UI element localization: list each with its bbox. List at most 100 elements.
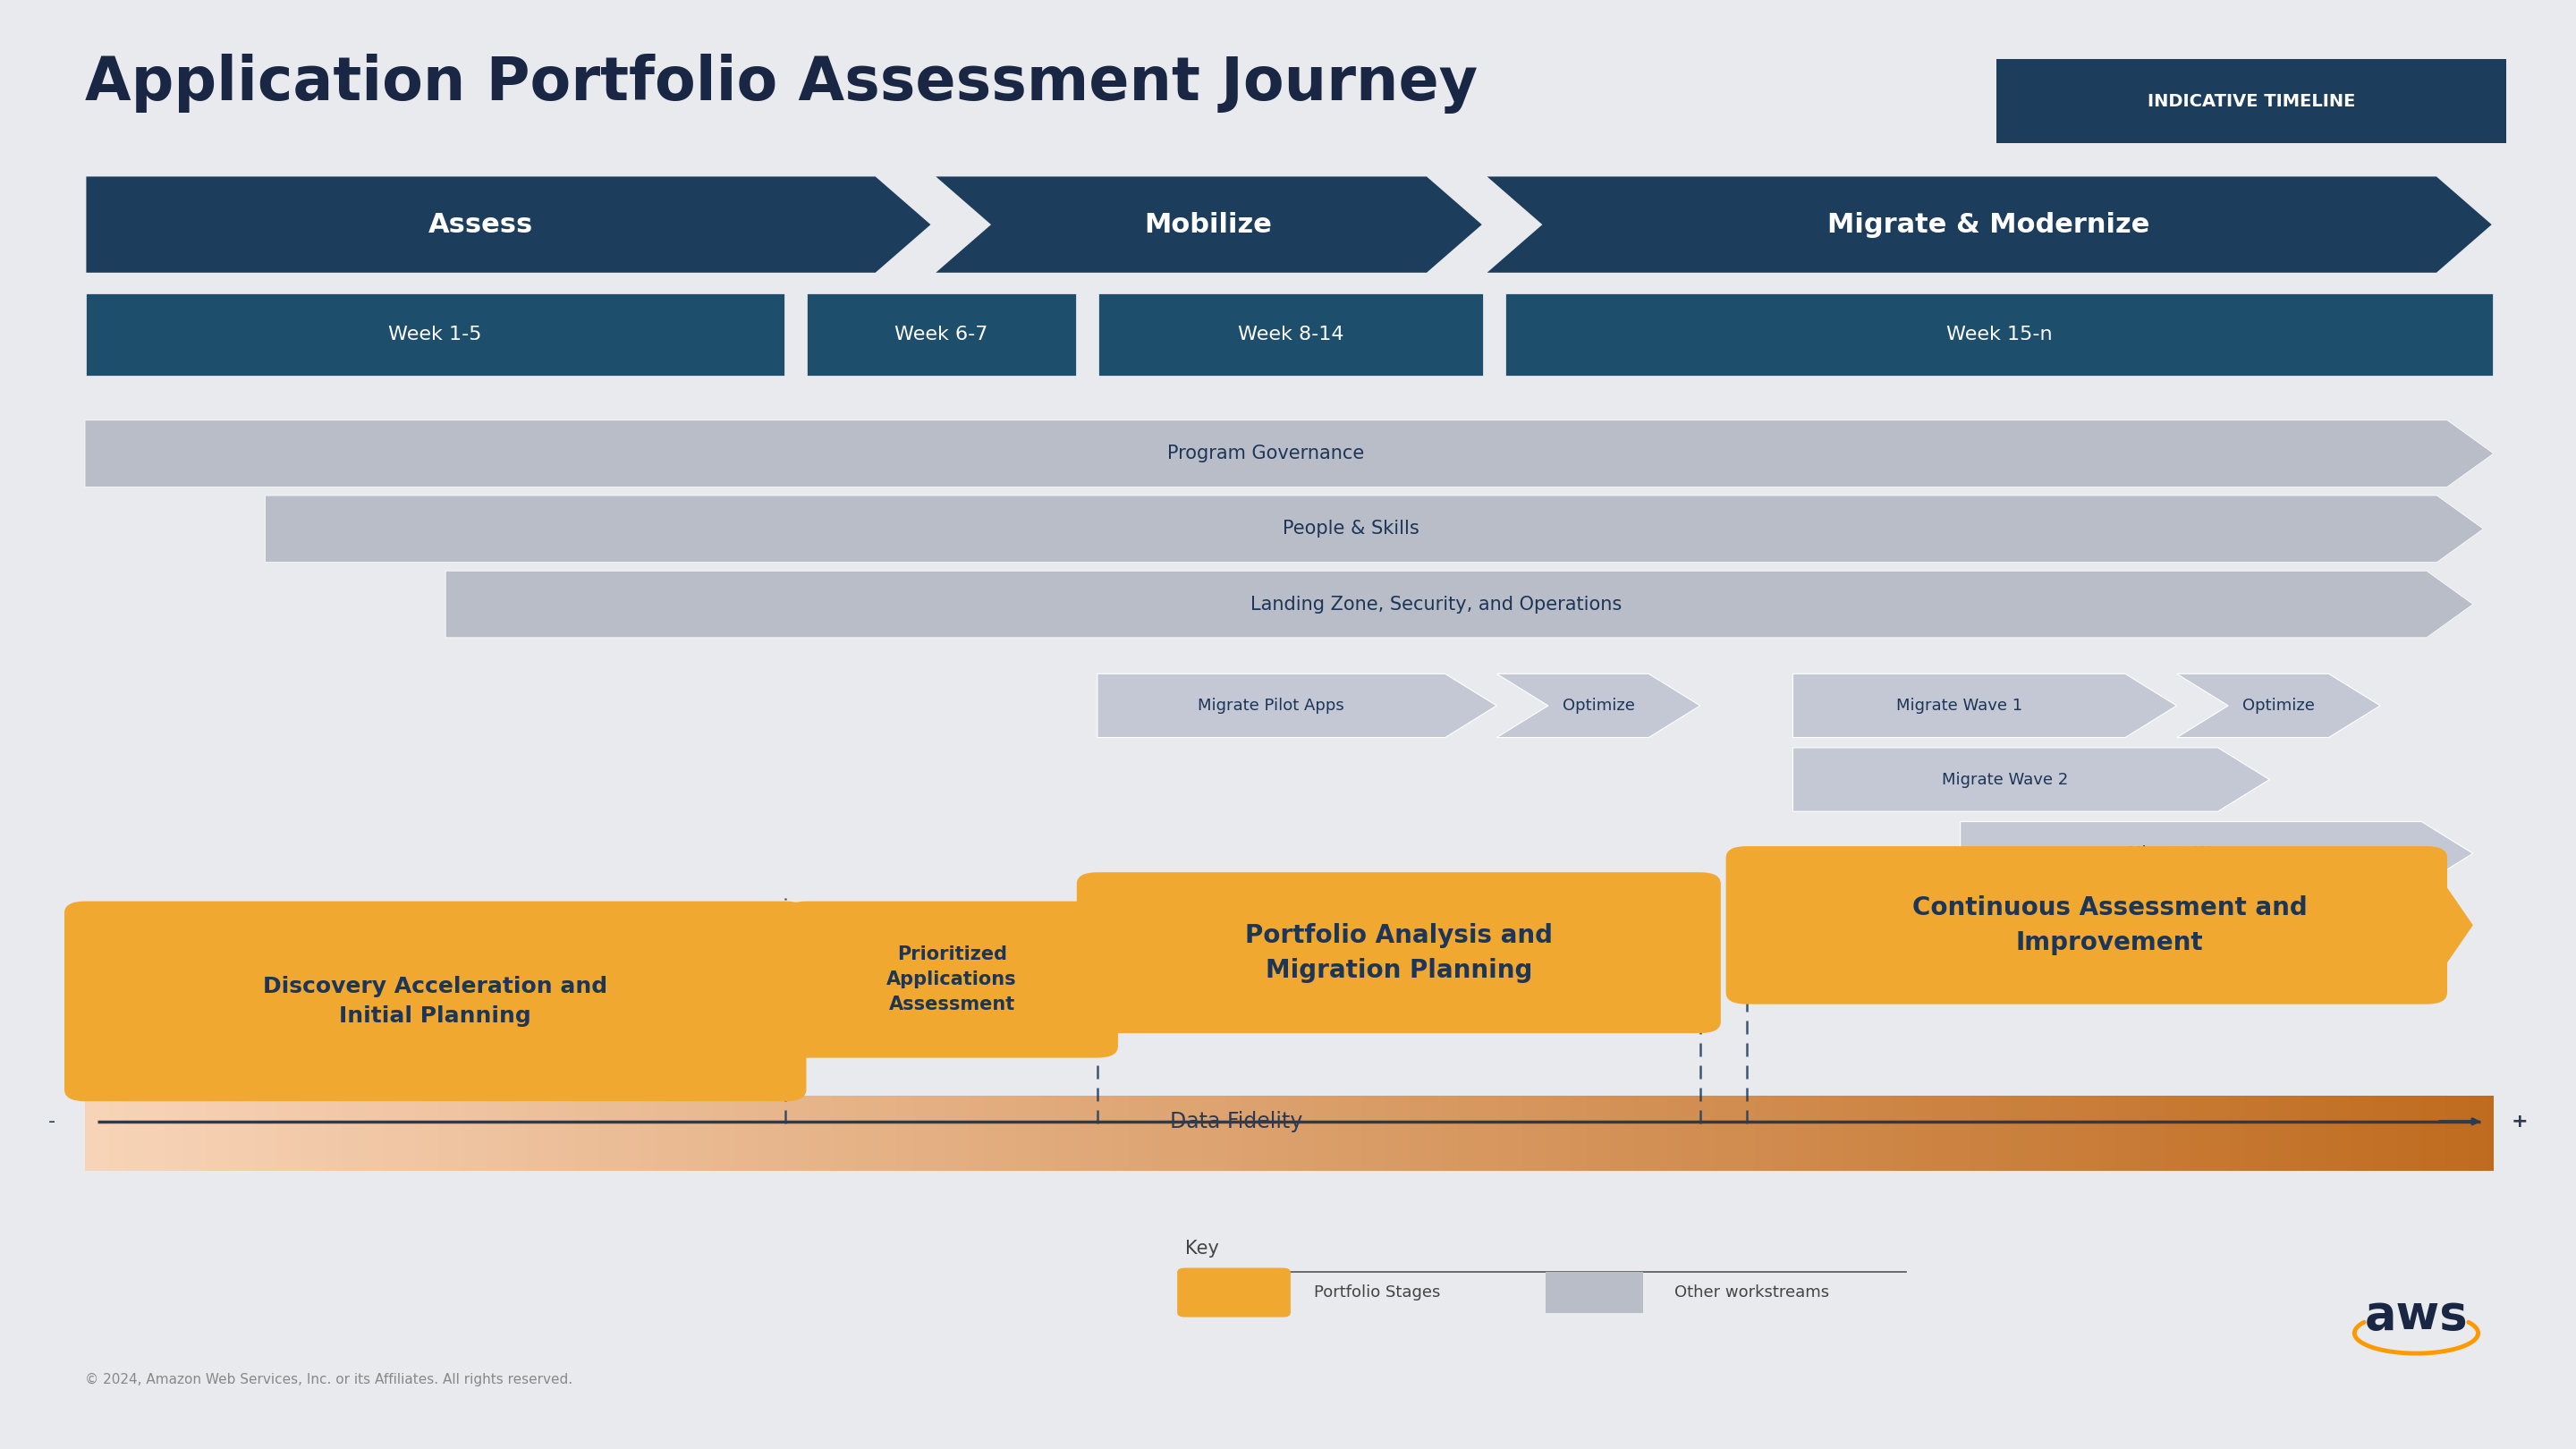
Bar [343,1095,350,1171]
Bar [1561,1095,1571,1171]
Bar [1345,1095,1352,1171]
Bar [1314,1095,1321,1171]
Bar [1971,1095,1981,1171]
Bar [479,1095,487,1171]
Bar [536,1095,544,1171]
Text: Application Portfolio Assessment Journey: Application Portfolio Assessment Journey [85,54,1479,114]
Polygon shape [85,420,2494,487]
Bar [1723,1095,1731,1171]
Bar [1401,1095,1409,1171]
Bar [2452,1095,2463,1171]
Bar [791,1095,799,1171]
Bar [2020,1095,2027,1171]
Bar [654,1095,662,1171]
Text: Prioritized
Applications
Assessment: Prioritized Applications Assessment [886,946,1018,1013]
Bar [1041,1095,1048,1171]
Bar [2388,1095,2398,1171]
Bar [680,1095,688,1171]
Bar [2221,1095,2228,1171]
Bar [1136,1095,1144,1171]
Polygon shape [265,496,2483,562]
FancyBboxPatch shape [1996,59,2506,143]
Bar [1273,1095,1280,1171]
Bar [1852,1095,1860,1171]
Bar [1473,1095,1481,1171]
Bar [783,1095,791,1171]
Bar [1394,1095,1401,1171]
Bar [567,1095,574,1171]
Bar [1538,1095,1546,1171]
Bar [1177,1095,1185,1171]
Bar [2365,1095,2372,1171]
Text: aws: aws [2365,1293,2468,1339]
Text: © 2024, Amazon Web Services, Inc. or its Affiliates. All rights reserved.: © 2024, Amazon Web Services, Inc. or its… [85,1372,572,1387]
Bar [446,1095,453,1171]
Bar [2380,1095,2388,1171]
Bar [2429,1095,2437,1171]
Text: INDICATIVE TIMELINE: INDICATIVE TIMELINE [2148,93,2354,110]
Bar [294,1095,301,1171]
Bar [415,1095,422,1171]
Bar [559,1095,567,1171]
Bar [2148,1095,2156,1171]
FancyBboxPatch shape [64,901,806,1101]
Bar [2027,1095,2035,1171]
Bar [976,1095,984,1171]
Bar [1337,1095,1345,1171]
Bar [1048,1095,1056,1171]
Bar [2172,1095,2179,1171]
Bar [116,1095,126,1171]
Bar [502,1095,510,1171]
Bar [1940,1095,1947,1171]
Bar [1625,1095,1636,1171]
Bar [142,1095,149,1171]
Bar [1579,1095,1587,1171]
Bar [1795,1095,1803,1171]
Text: Migrate Wave n: Migrate Wave n [2128,845,2254,862]
Bar [2156,1095,2164,1171]
Bar [1587,1095,1595,1171]
Bar [1875,1095,1883,1171]
Bar [1409,1095,1417,1171]
Bar [1079,1095,1090,1171]
Bar [399,1095,407,1171]
Bar [590,1095,598,1171]
Bar [278,1095,286,1171]
Polygon shape [1793,674,2177,738]
Bar [1819,1095,1826,1171]
Bar [799,1095,809,1171]
Bar [198,1095,206,1171]
FancyBboxPatch shape [806,293,1077,377]
Bar [374,1095,381,1171]
Bar [1955,1095,1963,1171]
Text: Migrate Pilot Apps: Migrate Pilot Apps [1198,697,1345,714]
Bar [1064,1095,1072,1171]
Bar [2293,1095,2300,1171]
Bar [662,1095,672,1171]
Bar [1144,1095,1154,1171]
Bar [2470,1095,2478,1171]
Bar [317,1095,325,1171]
Bar [768,1095,775,1171]
Bar [2445,1095,2452,1171]
Bar [2004,1095,2012,1171]
Bar [2084,1095,2092,1171]
Text: Migrate Wave 1: Migrate Wave 1 [1896,697,2022,714]
Bar [726,1095,734,1171]
Bar [1651,1095,1659,1171]
Bar [1981,1095,1989,1171]
Bar [1947,1095,1955,1171]
Bar [526,1095,536,1171]
Bar [1193,1095,1200,1171]
Bar [2486,1095,2494,1171]
Bar [2092,1095,2099,1171]
Bar [1306,1095,1314,1171]
Bar [855,1095,863,1171]
Bar [389,1095,399,1171]
Bar [1811,1095,1819,1171]
Bar [2179,1095,2190,1171]
Bar [1553,1095,1561,1171]
Bar [881,1095,889,1171]
Bar [1515,1095,1522,1171]
Bar [2262,1095,2269,1171]
